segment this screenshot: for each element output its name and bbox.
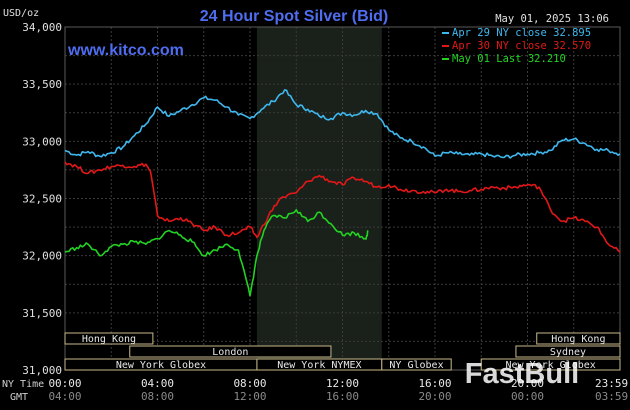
session-label: New York NYMEX	[277, 360, 361, 371]
x-tick-label-gmt: 12:00	[233, 390, 266, 403]
series-line-3	[64, 209, 369, 297]
source-link[interactable]: www.kitco.com	[67, 42, 184, 59]
session-label: NY Globex	[389, 360, 443, 371]
x-tick-label-ny: 12:00	[326, 377, 359, 390]
chart-title: 24 Hour Spot Silver (Bid)	[200, 8, 388, 25]
x-tick-label-gmt: 03:59	[595, 390, 628, 403]
session-label: New York Globex	[116, 360, 206, 371]
session-label: New York Globex	[505, 360, 595, 371]
x-tick-label-ny: 23:59	[595, 377, 628, 390]
y-tick-label: 31,500	[22, 307, 62, 320]
x-tick-label-gmt: 20:00	[418, 390, 451, 403]
x-tick-label-gmt: 16:00	[326, 390, 359, 403]
x-tick-label-ny: 00:00	[48, 377, 81, 390]
trading-sessions: Hong Kong Hong Kong London Sydney New York G…	[64, 332, 621, 371]
series-line-2	[64, 161, 621, 253]
x-tick-label-gmt: 00:00	[511, 390, 544, 403]
x-tick-label-gmt: 08:00	[141, 390, 174, 403]
y-tick-label: 34,000	[22, 21, 62, 34]
x-tick-label-ny: 08:00	[233, 377, 266, 390]
x-axis-labels: 00:0004:0004:0008:0008:0012:0012:0016:00…	[48, 377, 628, 403]
y-axis-labels: 34,000 33,500 33,000 32,500 32,000 31,500 31,0…	[22, 21, 62, 377]
session-label: London	[212, 347, 248, 358]
nytime-label: NY Time	[2, 379, 44, 390]
session-label: Hong Kong	[551, 334, 605, 345]
x-tick-label-ny: 04:00	[141, 377, 174, 390]
y-tick-label: 32,500	[22, 193, 62, 206]
session-label: Sydney	[550, 347, 586, 358]
session-label: Hong Kong	[82, 334, 136, 345]
y-tick-label: 33,500	[22, 78, 62, 91]
legend-entry: May 01 Last 32.210	[452, 53, 566, 65]
gmt-label: GMT	[10, 392, 28, 403]
grid	[64, 26, 621, 371]
y-tick-label: 32,000	[22, 250, 62, 263]
legend-entry: Apr 30 NY close 32.570	[452, 40, 591, 52]
session-box	[480, 358, 621, 371]
session-box	[64, 332, 154, 345]
session-box	[515, 345, 621, 358]
legend-entry: Apr 29 NY close 32.895	[452, 27, 591, 39]
timestamp: May 01, 2025 13:06	[495, 13, 609, 25]
x-tick-label-gmt: 04:00	[48, 390, 81, 403]
nymex-session-highlight	[256, 27, 382, 370]
x-tick-label-ny: 16:00	[418, 377, 451, 390]
session-box	[381, 358, 452, 371]
x-tick-label-ny: 20:00	[511, 377, 544, 390]
session-box	[536, 332, 621, 345]
series-line-1	[64, 89, 621, 159]
fastbull-watermark: FastBull	[465, 358, 579, 390]
y-unit-label: USD/oz	[3, 8, 39, 19]
series-lines	[64, 89, 621, 297]
session-box	[129, 345, 332, 358]
y-tick-label: 31,000	[22, 364, 62, 377]
y-tick-label: 33,000	[22, 135, 62, 148]
